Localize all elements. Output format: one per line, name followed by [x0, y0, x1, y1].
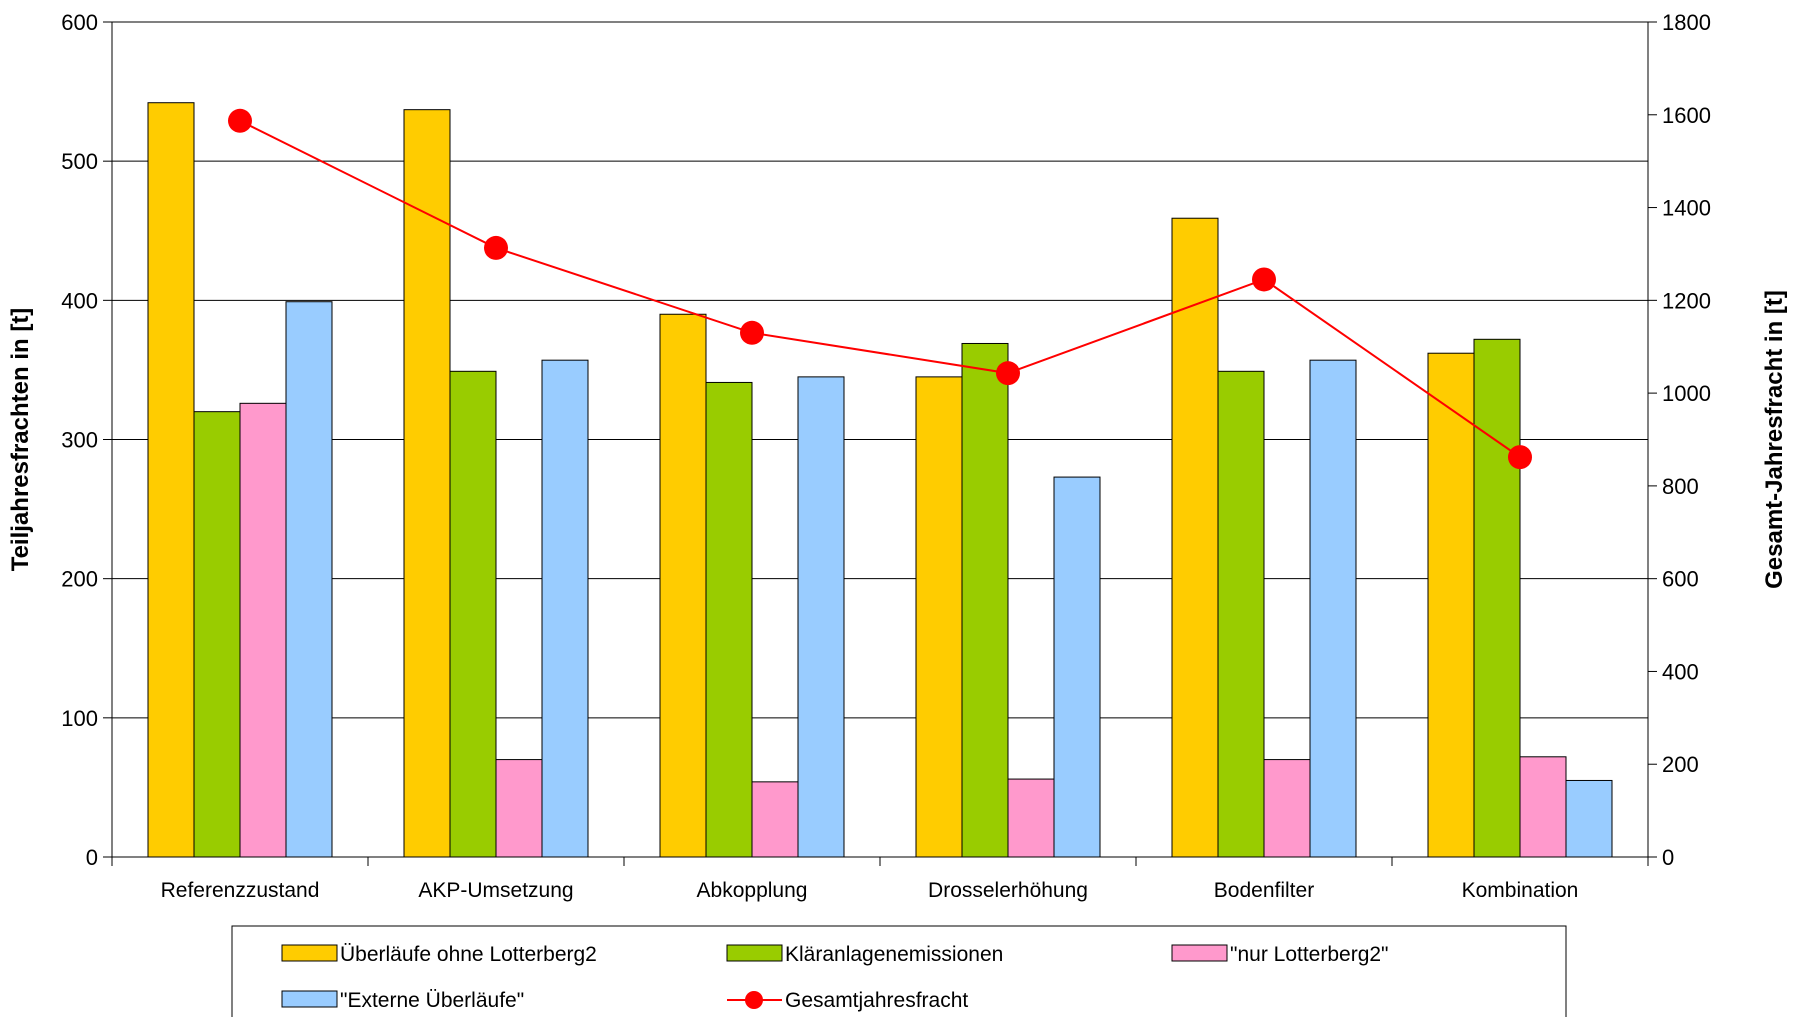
y-tick-label: 500: [61, 149, 98, 174]
x-tick-label: Abkopplung: [697, 879, 808, 902]
bar: [239, 402, 287, 858]
line-point: [1508, 445, 1532, 470]
bar: [193, 411, 241, 858]
y2-tick-label: 0: [1662, 845, 1674, 870]
line-point: [740, 320, 764, 345]
x-tick-label: AKP-Umsetzung: [418, 879, 573, 902]
legend-swatch-lotterberg: [1171, 944, 1228, 962]
bar: [659, 313, 707, 858]
line-layer: [228, 108, 1532, 470]
y2-tick-label: 1600: [1662, 103, 1711, 128]
bar: [751, 781, 799, 858]
bar: [285, 301, 333, 858]
bar: [541, 359, 589, 858]
line-point: [484, 235, 508, 260]
y2-axis-title: Gesamt-Jahresfracht in [t]: [1761, 290, 1788, 589]
legend-label-gesamt: Gesamtjahresfracht: [785, 989, 968, 1012]
x-tick-label: Drosselerhöhung: [928, 879, 1088, 902]
bar: [1007, 778, 1055, 858]
bar: [449, 370, 497, 858]
x-tick-label: Kombination: [1462, 879, 1579, 902]
bar: [797, 376, 845, 858]
bar: [1217, 370, 1265, 858]
legend-label-lotterberg: "nur Lotterberg2": [1230, 943, 1389, 966]
legend-label-extern: "Externe Überläufe": [340, 989, 524, 1012]
y2-tick-label: 600: [1662, 567, 1699, 592]
y-tick-label: 200: [61, 567, 98, 592]
y2-tick-label: 200: [1662, 752, 1699, 777]
legend-swatch-ueberlaeufe: [281, 944, 338, 962]
bar-layer: [147, 102, 1613, 858]
y2-tick-label: 400: [1662, 659, 1699, 684]
bar: [1053, 476, 1101, 858]
x-tick-label: Bodenfilter: [1214, 879, 1314, 902]
bar: [1171, 217, 1219, 858]
y2-tick-label: 1800: [1662, 10, 1711, 35]
legend: Überläufe ohne Lotterberg2 Kläranlagenem…: [231, 925, 1567, 1017]
bar: [1519, 756, 1567, 858]
legend-label-klaeranlage: Kläranlagenemissionen: [785, 943, 1003, 966]
bar: [1473, 338, 1521, 858]
x-tick-label: Referenzzustand: [161, 879, 320, 902]
axes: 0 100 200 300 400 500 600 0 200 400 600 800 1000 1200…: [61, 10, 1711, 902]
bar: [1565, 779, 1613, 858]
legend-swatch-extern: [281, 990, 338, 1008]
bar: [1309, 359, 1357, 858]
y2-tick-label: 1000: [1662, 381, 1711, 406]
y2-tick-label: 1200: [1662, 288, 1711, 313]
line-point: [996, 361, 1020, 386]
line-point: [228, 108, 252, 133]
line-point: [1252, 267, 1276, 292]
bar: [915, 376, 963, 858]
bar: [495, 759, 543, 858]
legend-box: [231, 925, 1567, 1017]
y2-tick-label: 800: [1662, 474, 1699, 499]
legend-marker-gesamt: [745, 991, 763, 1009]
bar: [1263, 759, 1311, 858]
bar: [961, 342, 1009, 858]
y-tick-label: 300: [61, 428, 98, 453]
bar: [705, 381, 753, 858]
y-axis-title: Teiljahresfrachten in [t]: [7, 308, 34, 572]
legend-label-ueberlaeufe: Überläufe ohne Lotterberg2: [340, 943, 597, 966]
bar: [403, 109, 451, 858]
y-tick-label: 100: [61, 706, 98, 731]
gridlines: [111, 21, 1649, 858]
bar: [147, 102, 195, 858]
legend-swatch-klaeranlage: [726, 944, 783, 962]
y-tick-label: 400: [61, 288, 98, 313]
y-tick-label: 600: [61, 10, 98, 35]
bar: [1427, 352, 1475, 858]
y2-tick-label: 1400: [1662, 196, 1711, 221]
y-tick-label: 0: [86, 845, 98, 870]
line-gesamtjahresfracht: [239, 119, 1521, 458]
